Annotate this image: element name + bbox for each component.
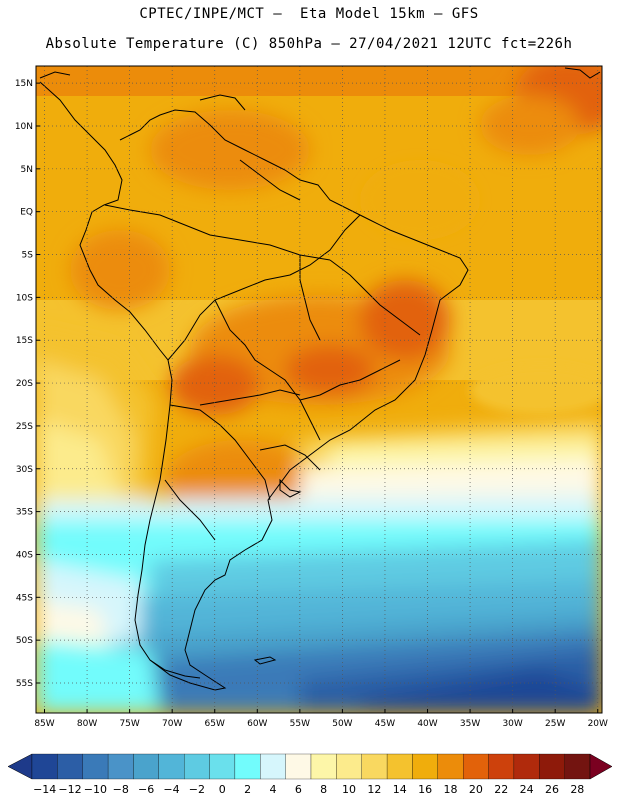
- colorbar-label: −2: [189, 783, 205, 796]
- coastline-layer: [39, 67, 601, 691]
- colorbar-swatch: [82, 753, 109, 780]
- map-title-variable: Absolute Temperature (C) 850hPa – 27/04/…: [45, 36, 573, 52]
- colorbar-label: 18: [444, 783, 458, 796]
- lat-label: 55S: [16, 679, 33, 689]
- colorbar-label: 10: [342, 783, 356, 796]
- lat-label: 5S: [22, 251, 34, 261]
- colorbar-swatch: [285, 753, 312, 780]
- lon-label: 40W: [417, 719, 437, 729]
- lon-label: 60W: [247, 719, 267, 729]
- colorbar-label: 24: [520, 783, 534, 796]
- colorbar-label: 12: [367, 783, 381, 796]
- lat-label: 15N: [15, 79, 33, 89]
- colorbar-labels: −14 −12 −10 −8 −6 −4 −2 0 2 4 6 8 10 12 14 16 18 20 22 24 26…: [33, 783, 584, 796]
- colorbar-swatch: [539, 753, 565, 780]
- lon-label: 85W: [34, 719, 54, 729]
- lon-label: 35W: [460, 719, 480, 729]
- colorbar-swatch: [412, 753, 438, 780]
- lat-label: 35S: [16, 508, 33, 518]
- colorbar-swatch: [488, 753, 515, 780]
- lon-label: 70W: [162, 719, 182, 729]
- colorbar-swatch: [260, 753, 286, 780]
- lat-label: 15S: [16, 336, 33, 346]
- lon-label: 50W: [332, 719, 352, 729]
- lon-label: 65W: [205, 719, 225, 729]
- lat-label: 30S: [16, 465, 33, 475]
- map-title-source: CPTEC/INPE/MCT – Eta Model 15km – GFS: [139, 6, 479, 22]
- lon-label: 30W: [502, 719, 522, 729]
- colorbar-label: −12: [58, 783, 81, 796]
- colorbar-arrow-high: [589, 753, 613, 780]
- colorbar-label: 16: [418, 783, 432, 796]
- colorbar-label: −8: [113, 783, 129, 796]
- colorbar-swatch: [133, 753, 159, 780]
- lon-label: 75W: [119, 719, 139, 729]
- colorbar-swatch: [57, 753, 83, 780]
- colorbar-arrow-low: [7, 753, 33, 780]
- colorbar-label: 4: [269, 783, 276, 796]
- colorbar-swatch: [184, 753, 210, 780]
- lon-label: 25W: [545, 719, 565, 729]
- lon-label: 45W: [375, 719, 395, 729]
- colorbar-label: 6: [295, 783, 302, 796]
- colorbar-swatch: [31, 753, 58, 780]
- temperature-field: [36, 66, 602, 713]
- lat-label: 40S: [16, 550, 33, 560]
- colorbar-label: 28: [570, 783, 584, 796]
- colorbar-swatch: [463, 753, 489, 780]
- colorbar-swatch: [437, 753, 464, 780]
- lat-label: 50S: [16, 636, 33, 646]
- colorbar-label: 2: [244, 783, 251, 796]
- longitude-axis: 85W 80W 75W 70W 65W 60W 55W 50W 45W 40W 35W 30W 25W 2…: [34, 709, 608, 729]
- colorbar-swatch: [158, 753, 185, 780]
- colorbar-label: −6: [138, 783, 154, 796]
- lat-label: EQ: [20, 208, 33, 218]
- temperature-colorbar: [7, 753, 613, 780]
- colorbar-swatch: [361, 753, 388, 780]
- lon-label: 20W: [588, 719, 608, 729]
- colorbar-label: 26: [545, 783, 559, 796]
- map-frame: [35, 65, 603, 714]
- colorbar-label: 22: [494, 783, 508, 796]
- lat-label: 5N: [21, 165, 33, 175]
- colorbar-swatch: [107, 753, 134, 780]
- colorbar-swatch: [209, 753, 236, 780]
- lat-label: 10S: [16, 293, 33, 303]
- colorbar-swatch: [336, 753, 362, 780]
- colorbar-label: −14: [33, 783, 56, 796]
- colorbar-swatch: [513, 753, 540, 780]
- colorbar-swatch: [234, 753, 261, 780]
- lat-label: 45S: [16, 593, 33, 603]
- lat-label: 25S: [16, 422, 33, 432]
- colorbar-label: −4: [163, 783, 179, 796]
- lon-label: 80W: [77, 719, 97, 729]
- colorbar-label: 8: [320, 783, 327, 796]
- colorbar-swatch: [310, 753, 337, 780]
- latitude-axis: 15N 10N 5N EQ 5S 10S 15S 20S 25S 30S 35S 40S 45S 50S 5…: [15, 79, 40, 689]
- colorbar-label: 0: [219, 783, 226, 796]
- lat-label: 20S: [16, 379, 33, 389]
- colorbar-label: −10: [84, 783, 107, 796]
- colorbar-swatch: [564, 753, 591, 780]
- colorbar-swatch: [386, 753, 413, 780]
- lon-label: 55W: [290, 719, 310, 729]
- lat-label: 10N: [15, 122, 33, 132]
- colorbar-label: 14: [393, 783, 407, 796]
- colorbar-label: 20: [469, 783, 483, 796]
